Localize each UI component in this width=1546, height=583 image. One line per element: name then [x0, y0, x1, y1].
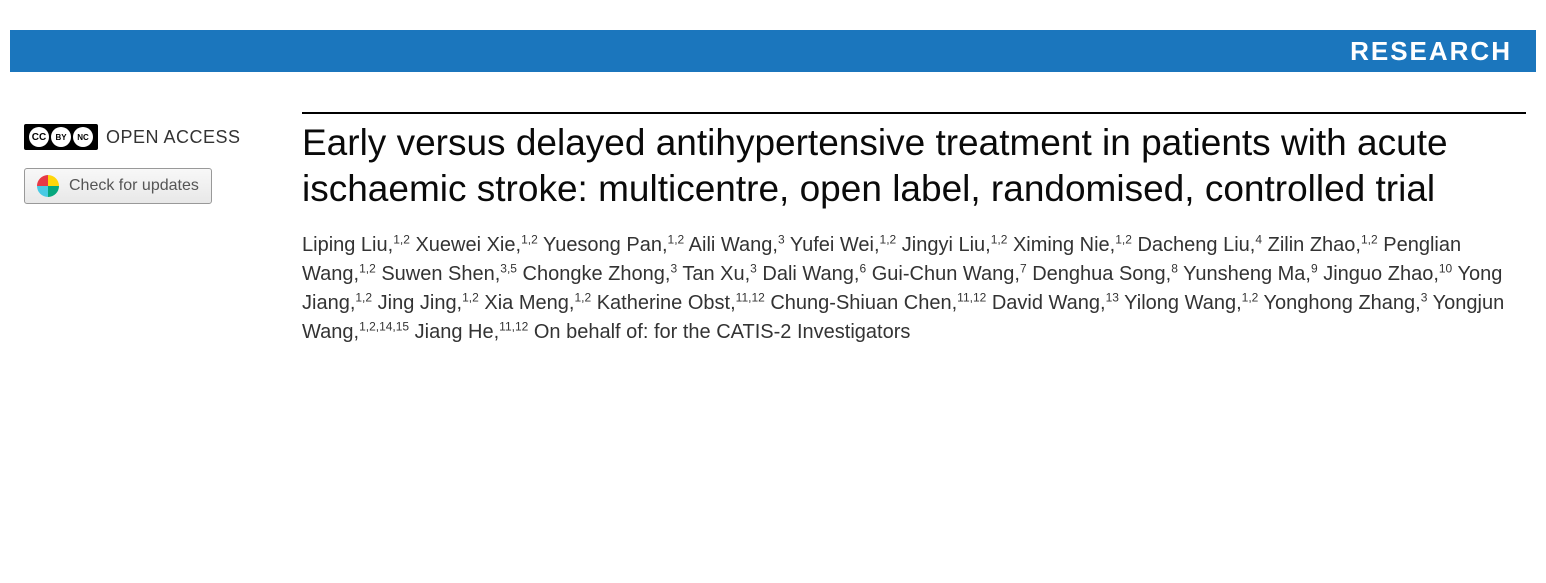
- author: Gui-Chun Wang,: [872, 263, 1020, 285]
- author: Dali Wang,: [762, 263, 859, 285]
- on-behalf-text: On behalf of: for the CATIS-2 Investigat…: [534, 321, 910, 343]
- author-affil: 3: [750, 261, 757, 275]
- author-affil: 1,2: [359, 261, 376, 275]
- author-affil: 1,2: [880, 232, 897, 246]
- author: Yunsheng Ma,: [1183, 263, 1311, 285]
- cc-icon: CC: [29, 127, 49, 147]
- author: Jing Jing,: [378, 292, 463, 314]
- by-icon: BY: [51, 127, 71, 147]
- author: Chongke Zhong,: [523, 263, 671, 285]
- section-banner: RESEARCH: [10, 30, 1536, 72]
- author: Jiang He,: [415, 321, 500, 343]
- crossmark-icon: [37, 175, 59, 197]
- author-affil: 1,2: [1242, 290, 1259, 304]
- author: Liping Liu,: [302, 234, 393, 256]
- author-affil: 13: [1106, 290, 1119, 304]
- author-affil: 11,12: [736, 290, 765, 304]
- author-affil: 7: [1020, 261, 1027, 275]
- author: Yuesong Pan,: [543, 234, 668, 256]
- author-affil: 11,12: [499, 319, 528, 333]
- author: Tan Xu,: [682, 263, 750, 285]
- author: Ximing Nie,: [1013, 234, 1115, 256]
- author: Jingyi Liu,: [902, 234, 991, 256]
- author-affil: 9: [1311, 261, 1318, 275]
- author-affil: 3: [1421, 290, 1428, 304]
- author-affil: 3: [778, 232, 785, 246]
- author: Jinguo Zhao,: [1323, 263, 1439, 285]
- author-affil: 10: [1439, 261, 1452, 275]
- author: Xia Meng,: [484, 292, 574, 314]
- article-header: Early versus delayed antihypertensive tr…: [302, 112, 1526, 347]
- cc-license-icon: CC BY NC: [24, 124, 98, 150]
- nc-icon: NC: [73, 127, 93, 147]
- author-affil: 1,2: [574, 290, 591, 304]
- author-affil: 1,2: [521, 232, 538, 246]
- author: Zilin Zhao,: [1268, 234, 1361, 256]
- author: Chung-Shiuan Chen,: [770, 292, 957, 314]
- author: Yonghong Zhang,: [1264, 292, 1421, 314]
- author: Aili Wang,: [689, 234, 778, 256]
- open-access-badge: CC BY NC OPEN ACCESS: [24, 124, 274, 150]
- author: David Wang,: [992, 292, 1106, 314]
- author-affil: 1,2: [668, 232, 685, 246]
- author-affil: 4: [1255, 232, 1262, 246]
- author: Dacheng Liu,: [1137, 234, 1255, 256]
- author-affil: 1,2: [1115, 232, 1132, 246]
- author-affil: 1,2: [462, 290, 479, 304]
- check-updates-label: Check for updates: [69, 177, 199, 195]
- author: Katherine Obst,: [597, 292, 736, 314]
- banner-label: RESEARCH: [1350, 36, 1512, 67]
- content-row: CC BY NC OPEN ACCESS Check for updates E…: [0, 72, 1546, 367]
- author: Xuewei Xie,: [415, 234, 521, 256]
- author-affil: 1,2: [393, 232, 410, 246]
- author-affil: 11,12: [957, 290, 986, 304]
- check-for-updates-button[interactable]: Check for updates: [24, 168, 212, 204]
- author: Suwen Shen,: [381, 263, 500, 285]
- author-affil: 8: [1171, 261, 1178, 275]
- author-affil: 3: [670, 261, 677, 275]
- author-affil: 1,2: [991, 232, 1008, 246]
- sidebar: CC BY NC OPEN ACCESS Check for updates: [24, 112, 274, 347]
- author-affil: 1,2,14,15: [359, 319, 409, 333]
- author-affil: 3,5: [500, 261, 517, 275]
- author-list: Liping Liu,1,2 Xuewei Xie,1,2 Yuesong Pa…: [302, 231, 1526, 347]
- open-access-label: OPEN ACCESS: [106, 127, 241, 148]
- author: Yilong Wang,: [1124, 292, 1241, 314]
- author-affil: 1,2: [1361, 232, 1378, 246]
- author: Denghua Song,: [1032, 263, 1171, 285]
- author: Yufei Wei,: [790, 234, 880, 256]
- author-affil: 6: [859, 261, 866, 275]
- author-affil: 1,2: [355, 290, 372, 304]
- article-title: Early versus delayed antihypertensive tr…: [302, 120, 1526, 213]
